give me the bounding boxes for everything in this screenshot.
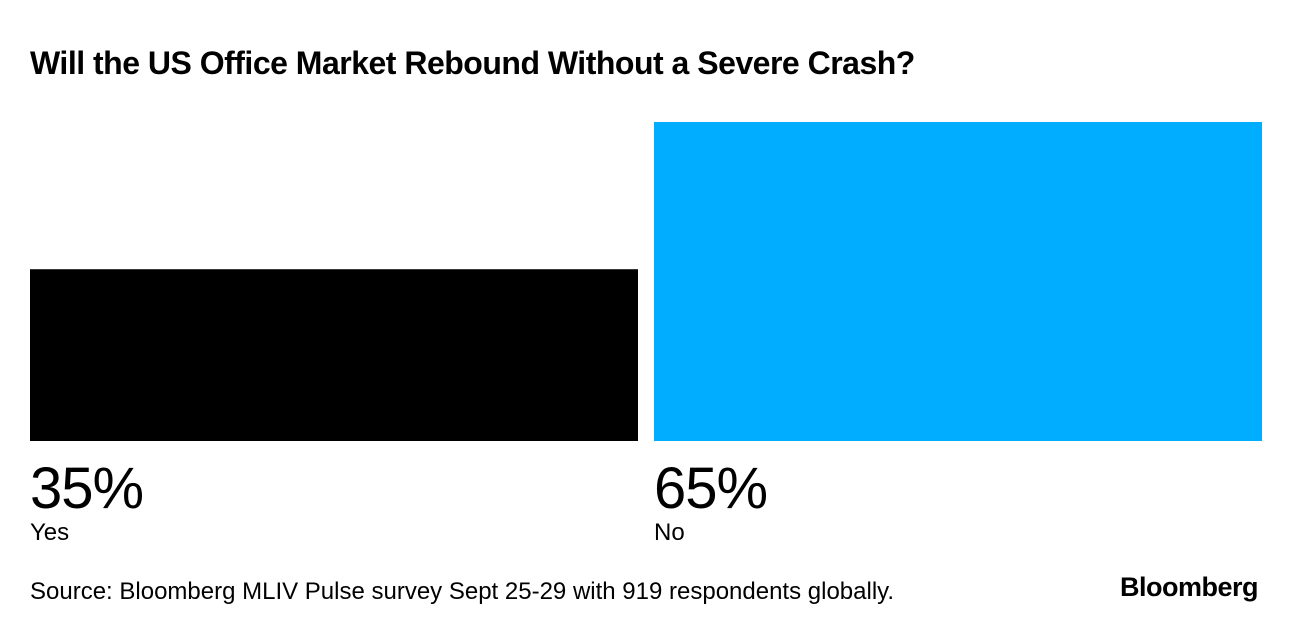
category-label: No <box>654 519 685 546</box>
bar <box>30 269 638 441</box>
brand-logo: Bloomberg <box>1120 572 1258 602</box>
value-label: 35% <box>30 456 143 521</box>
chart-title: Will the US Office Market Rebound Withou… <box>30 45 915 81</box>
category-label: Yes <box>30 519 69 546</box>
bar <box>654 122 1262 441</box>
value-label: 65% <box>654 456 767 521</box>
source: Source: Bloomberg MLIV Pulse survey Sept… <box>30 578 894 605</box>
